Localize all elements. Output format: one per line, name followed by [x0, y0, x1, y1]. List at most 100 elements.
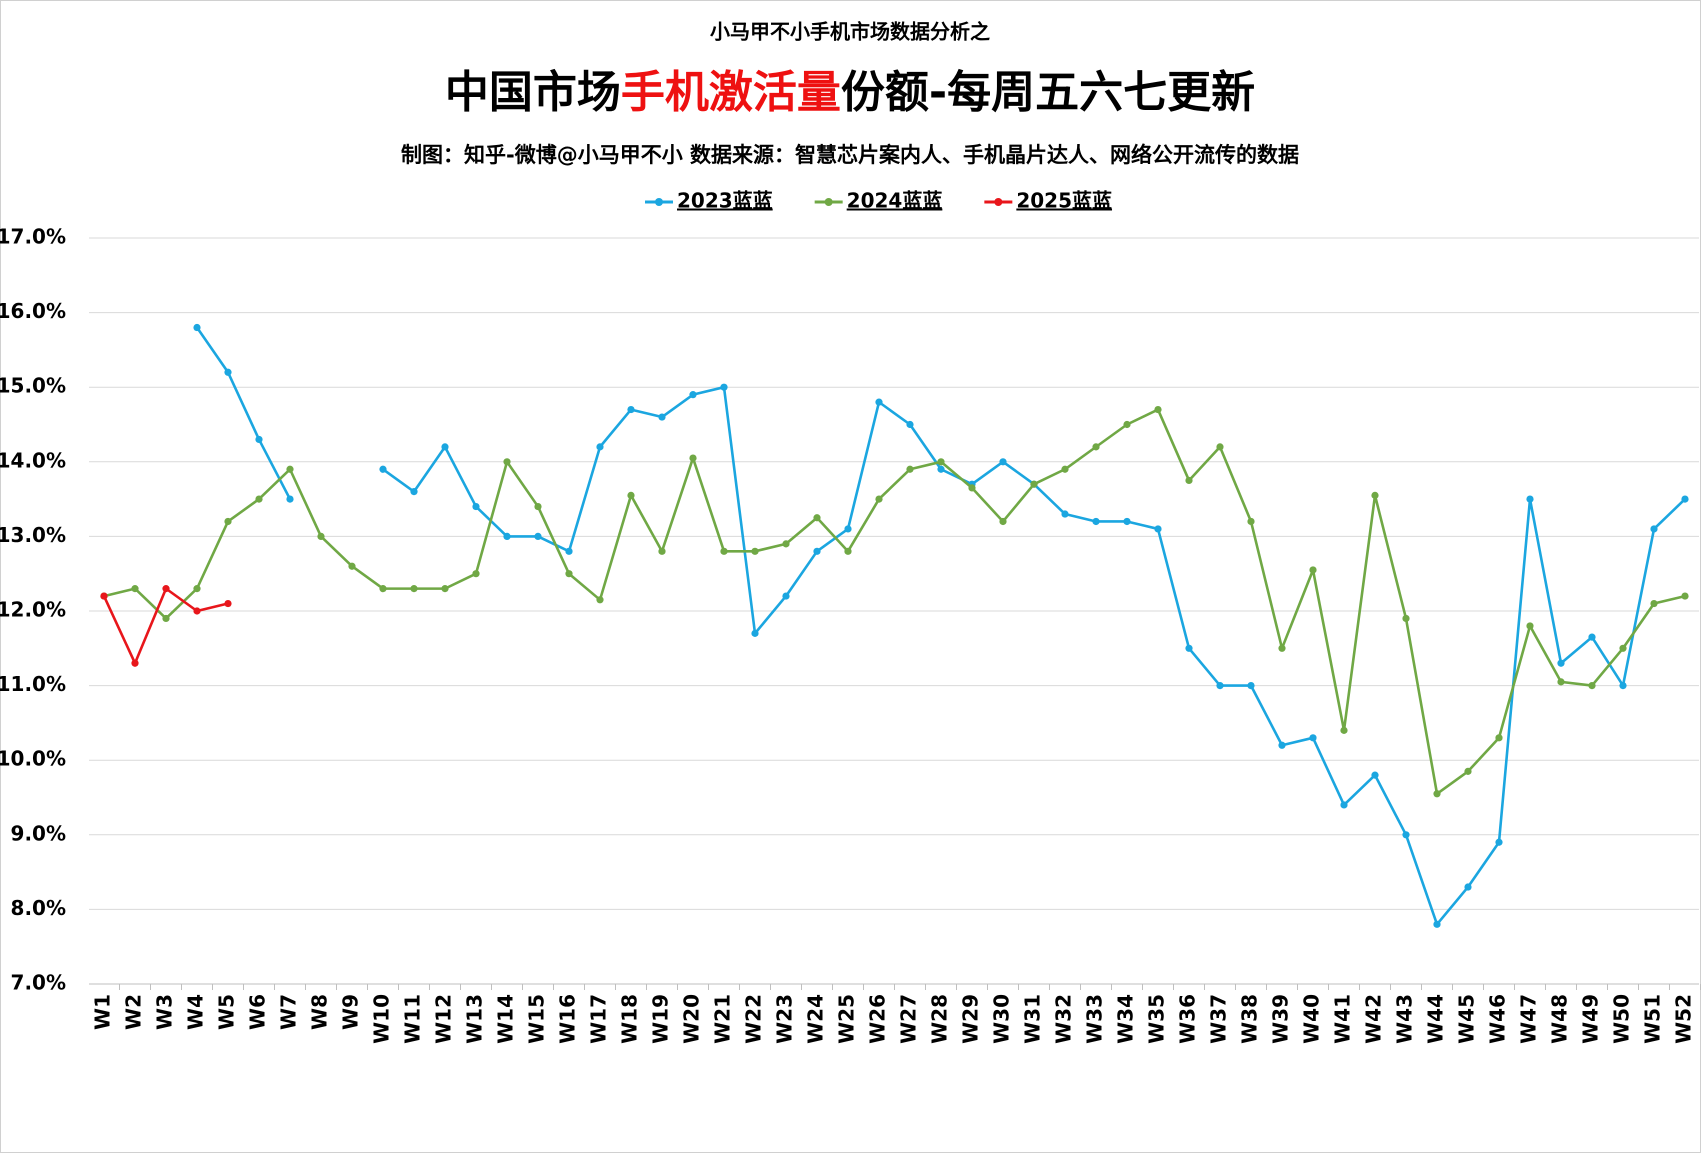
x-tick-label: W39	[1269, 994, 1293, 1044]
x-tick-label: W22	[742, 994, 766, 1044]
data-point	[1278, 644, 1286, 652]
data-point	[1588, 682, 1596, 690]
data-point	[193, 585, 201, 593]
x-tick-label: W34	[1114, 994, 1138, 1044]
x-tick-label: W29	[959, 994, 983, 1044]
data-point	[441, 443, 449, 451]
x-tick-label: W25	[835, 994, 859, 1044]
x-tick-label: W28	[928, 994, 952, 1044]
x-tick-label: W2	[122, 994, 146, 1030]
data-point	[255, 435, 263, 444]
data-point	[720, 383, 728, 391]
data-point	[472, 570, 480, 578]
data-point	[1123, 420, 1131, 429]
data-point	[1061, 465, 1069, 473]
x-tick-label: W11	[401, 994, 425, 1044]
data-point	[999, 517, 1007, 526]
data-point	[751, 547, 759, 555]
data-point	[224, 599, 232, 608]
data-point	[1247, 682, 1255, 690]
y-tick-label: 8.0%	[11, 896, 66, 920]
data-point	[782, 540, 790, 548]
x-tick-label: W6	[246, 994, 270, 1030]
x-tick-label: W35	[1145, 994, 1169, 1044]
data-point	[1619, 644, 1627, 652]
data-point	[472, 502, 480, 511]
data-point	[1154, 405, 1162, 414]
data-point	[1588, 633, 1596, 641]
data-point	[937, 458, 945, 466]
x-tick-label: W24	[804, 994, 828, 1044]
x-tick-label: W12	[432, 994, 456, 1044]
data-point	[1526, 495, 1534, 503]
x-tick-label: W40	[1300, 994, 1324, 1044]
data-point	[1402, 831, 1410, 839]
data-point	[286, 495, 294, 503]
data-point	[348, 562, 356, 570]
data-point	[1216, 682, 1224, 690]
data-point	[1526, 622, 1534, 630]
data-point	[1123, 517, 1131, 526]
x-tick-label: W37	[1207, 994, 1231, 1044]
x-tick-label: W50	[1610, 994, 1634, 1044]
x-tick-label: W10	[370, 994, 394, 1044]
x-tick-label: W3	[153, 994, 177, 1030]
x-tick-label: W15	[525, 994, 549, 1044]
data-point	[503, 532, 511, 541]
data-point	[565, 570, 573, 578]
x-tick-label: W26	[866, 994, 890, 1044]
data-point	[534, 532, 542, 541]
y-tick-label: 14.0%	[0, 448, 66, 472]
x-tick-label: W7	[277, 994, 301, 1030]
data-point	[1433, 920, 1441, 928]
x-tick-label: W18	[618, 994, 642, 1044]
data-point	[658, 413, 666, 421]
data-point	[1464, 767, 1472, 775]
data-point	[317, 532, 325, 541]
data-point	[1309, 566, 1317, 574]
data-point	[503, 458, 511, 466]
x-tick-label: W48	[1548, 994, 1572, 1044]
data-point	[1185, 644, 1193, 652]
series-line	[103, 408, 1686, 796]
data-point	[1185, 476, 1193, 485]
data-point	[224, 368, 232, 376]
title-part: 份额-每周五六七更新	[841, 67, 1255, 118]
x-tick-label: W19	[649, 994, 673, 1044]
data-point	[410, 488, 418, 496]
title-part: 手机激活量	[621, 67, 841, 118]
x-tick-label: W43	[1393, 994, 1417, 1044]
chart-source: 制图：知乎-微博@小马甲不小 数据来源：智慧芯片案内人、手机晶片达人、网络公开流…	[401, 143, 1299, 167]
data-point	[1092, 517, 1100, 526]
data-point	[1371, 771, 1379, 779]
data-point	[1340, 801, 1348, 809]
x-tick-label: W49	[1579, 994, 1603, 1044]
data-point	[131, 659, 139, 667]
x-tick-label: W8	[308, 994, 332, 1030]
x-tick-label: W20	[680, 994, 704, 1044]
data-point	[1371, 491, 1379, 499]
data-point	[1681, 592, 1689, 600]
data-point	[255, 495, 263, 503]
y-tick-label: 10.0%	[0, 747, 66, 771]
data-point	[1557, 678, 1565, 686]
data-point	[627, 405, 635, 414]
data-point	[286, 465, 294, 473]
x-tick-label: W4	[184, 994, 208, 1030]
data-point	[1154, 525, 1162, 533]
data-point	[565, 547, 573, 555]
data-point	[1650, 525, 1658, 533]
y-tick-label: 16.0%	[0, 299, 66, 323]
legend-marker	[655, 198, 663, 206]
data-point	[782, 592, 790, 600]
data-point	[813, 547, 821, 555]
x-tick-label: W44	[1424, 994, 1448, 1044]
data-point	[937, 465, 945, 473]
x-tick-label: W36	[1176, 994, 1200, 1044]
data-point	[844, 547, 852, 555]
data-point	[193, 323, 201, 332]
x-tick-label: W47	[1517, 994, 1541, 1044]
data-point	[379, 585, 387, 593]
